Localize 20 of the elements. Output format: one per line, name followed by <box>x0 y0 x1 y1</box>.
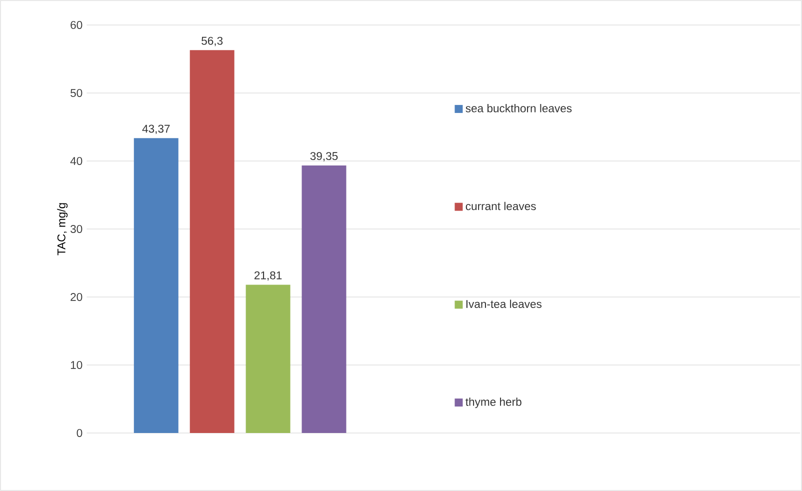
y-tick-label: 10 <box>70 361 82 369</box>
bar <box>246 284 290 433</box>
y-axis-title: TAC, mg/g <box>57 203 68 256</box>
legend-label: sea buckthorn leaves <box>466 104 572 112</box>
data-label: 39,35 <box>310 152 338 162</box>
y-tick-label: 20 <box>70 293 82 301</box>
y-tick-label: 40 <box>70 157 82 165</box>
y-tick-label: 0 <box>76 429 82 437</box>
y-tick-label: 30 <box>70 225 82 233</box>
legend-label: currant leaves <box>466 202 536 210</box>
data-label: 21,81 <box>254 271 282 281</box>
legend-label: Ivan-tea leaves <box>466 300 542 308</box>
y-tick-label: 60 <box>70 21 82 29</box>
bar <box>134 138 178 433</box>
legend-label: thyme herb <box>466 398 522 408</box>
y-tick-label: 50 <box>70 89 82 97</box>
data-label: 43,37 <box>142 124 170 134</box>
data-label: 56,3 <box>202 36 223 46</box>
bar <box>302 165 346 433</box>
bar <box>190 50 234 433</box>
